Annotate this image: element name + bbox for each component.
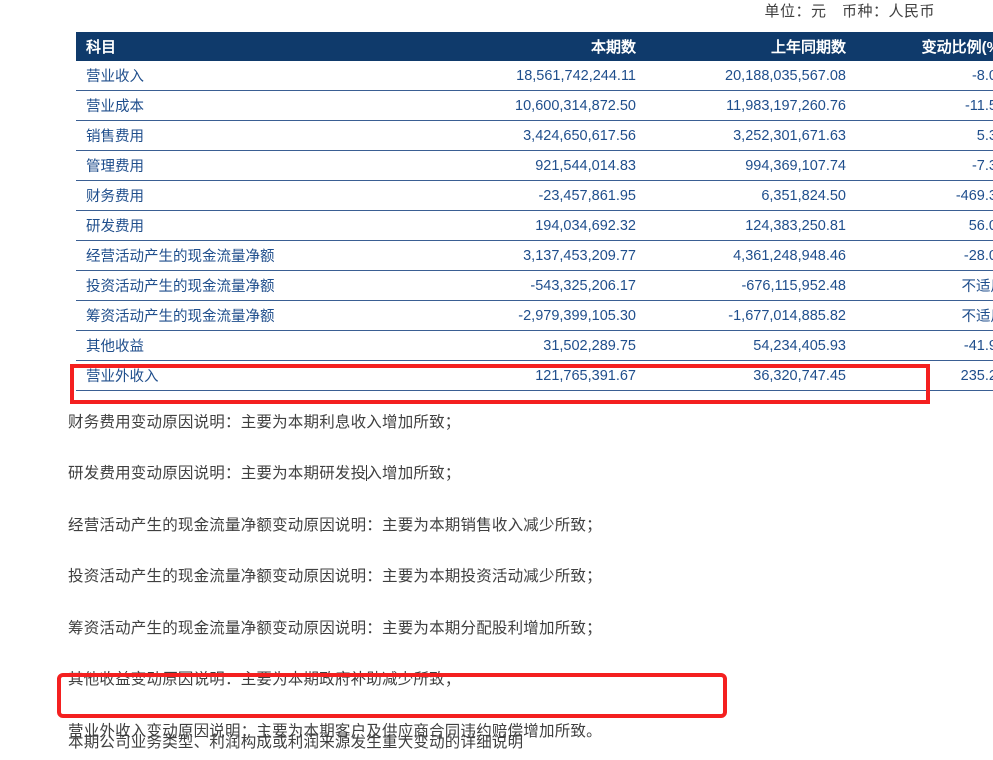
cell-item: 筹资活动产生的现金流量净额 [76,300,426,331]
cell-change-ratio: -28.06 [856,240,993,271]
column-header-previous: 上年同期数 [646,32,856,61]
cell-item: 研发费用 [76,210,426,241]
cell-previous-period: 4,361,248,948.46 [646,240,856,271]
cell-change-ratio: 不适用 [856,270,993,301]
cell-change-ratio: 5.30 [856,120,993,151]
cell-item: 营业外收入 [76,360,426,391]
cell-current-period: 10,600,314,872.50 [426,90,646,121]
cell-item: 销售费用 [76,120,426,151]
table-row: 营业收入 18,561,742,244.11 20,188,035,567.08 -8… [76,61,993,91]
cell-current-period: 121,765,391.67 [426,360,646,391]
financial-table: 科目 本期数 上年同期数 变动比例(%) 营业收入18,561,742,244.… [76,32,993,391]
cell-change-ratio: -469.31 [856,180,993,211]
cell-item: 投资活动产生的现金流量净额 [76,270,426,301]
note-paragraph: 经营活动产生的现金流量净额变动原因说明：主要为本期销售收入减少所致； [68,516,602,534]
table-body: 营业收入 18,561,742,244.11 20,188,035,567.08 -8… [76,61,993,391]
table-row: 筹资活动产生的现金流量净额 -2,979,399,105.30 -1,677,014… [76,300,993,331]
table-header: 科目 本期数 上年同期数 变动比例(%) [76,32,993,61]
cell-item: 营业收入 [76,61,426,91]
cell-previous-period: 54,234,405.93 [646,330,856,361]
table-row: 财务费用-23,457,861.956,351,824.50-469.31 [76,180,993,211]
cell-item: 营业成本 [76,90,426,121]
cell-current-period: 194,034,692.32 [426,210,646,241]
cell-item: 管理费用 [76,150,426,181]
cell-change-ratio: -11.54 [856,90,993,121]
cell-previous-period: 994,369,107.74 [646,150,856,181]
cell-change-ratio: -8.06 [856,61,993,91]
cell-previous-period: 6,351,824.50 [646,180,856,211]
unit-currency-line: 单位：元 币种：人民币 [764,3,935,20]
table-row: 投资活动产生的现金流量净额 -543,325,206.17 -676,115,952… [76,270,993,301]
cell-current-period: 921,544,014.83 [426,150,646,181]
cell-previous-period: 11,983,197,260.76 [646,90,856,121]
cell-change-ratio: 不适用 [856,300,993,331]
cell-change-ratio: -41.91 [856,330,993,361]
cell-previous-period: 20,188,035,567.08 [646,61,856,91]
column-header-change: 变动比例(%) [856,32,993,61]
note-paragraph: 投资活动产生的现金流量净额变动原因说明：主要为本期投资活动减少所致； [68,568,602,586]
cell-previous-period: -1,677,014,885.82 [646,300,856,331]
column-header-current: 本期数 [426,32,646,61]
note-text-after-caret: 入增加所致； [366,465,461,483]
cell-current-period: 3,137,453,209.77 [426,240,646,271]
cell-previous-period: 124,383,250.81 [646,210,856,241]
business-change-detail-heading: 本期公司业务类型、利润构成或利润来源发生重大变动的详细说明 [68,734,524,751]
cell-current-period: -543,325,206.17 [426,270,646,301]
change-reason-notes: 财务费用变动原因说明：主要为本期利息收入增加所致； 研发费用变动原因说明：主要为本… [68,412,928,743]
note-paragraph: 研发费用变动原因说明：主要为本期研发投入增加所致； [68,463,928,485]
cell-previous-period: 3,252,301,671.63 [646,120,856,151]
table-header-row: 科目 本期数 上年同期数 变动比例(%) [76,32,993,61]
note-paragraph: 其他收益变动原因说明：主要为本期政府补助减少所致； [68,671,461,689]
cell-current-period: -23,457,861.95 [426,180,646,211]
cell-item: 经营活动产生的现金流量净额 [76,240,426,271]
cell-previous-period: 36,320,747.45 [646,360,856,391]
cell-current-period: -2,979,399,105.30 [426,300,646,331]
note-paragraph: 营业外收入变动原因说明：主要为本期客户及供应商合同违约赔偿增加所致。 [68,722,602,740]
cell-current-period: 31,502,289.75 [426,330,646,361]
cell-current-period: 18,561,742,244.11 [426,61,646,91]
financial-table-container: 科目 本期数 上年同期数 变动比例(%) 营业收入18,561,742,244.… [76,32,993,391]
cell-item: 财务费用 [76,180,426,211]
cell-previous-period: -676,115,952.48 [646,270,856,301]
cell-change-ratio: -7.32 [856,150,993,181]
cell-item: 其他收益 [76,330,426,361]
note-paragraph: 财务费用变动原因说明：主要为本期利息收入增加所致； [68,414,461,431]
table-row: 营业成本 10,600,314,872.50 11,983,197,260.76 -1… [76,90,993,121]
text-caret [365,465,367,482]
cell-change-ratio: 235.25 [856,360,993,391]
column-header-item: 科目 [76,32,426,61]
table-row: 经营活动产生的现金流量净额 3,137,453,209.77 4,361,248,9… [76,240,993,271]
cell-change-ratio: 56.00 [856,210,993,241]
cell-current-period: 3,424,650,617.56 [426,120,646,151]
note-paragraph: 筹资活动产生的现金流量净额变动原因说明：主要为本期分配股利增加所致； [68,619,602,637]
note-text-before-caret: 研发费用变动原因说明：主要为本期研发投 [68,465,367,483]
